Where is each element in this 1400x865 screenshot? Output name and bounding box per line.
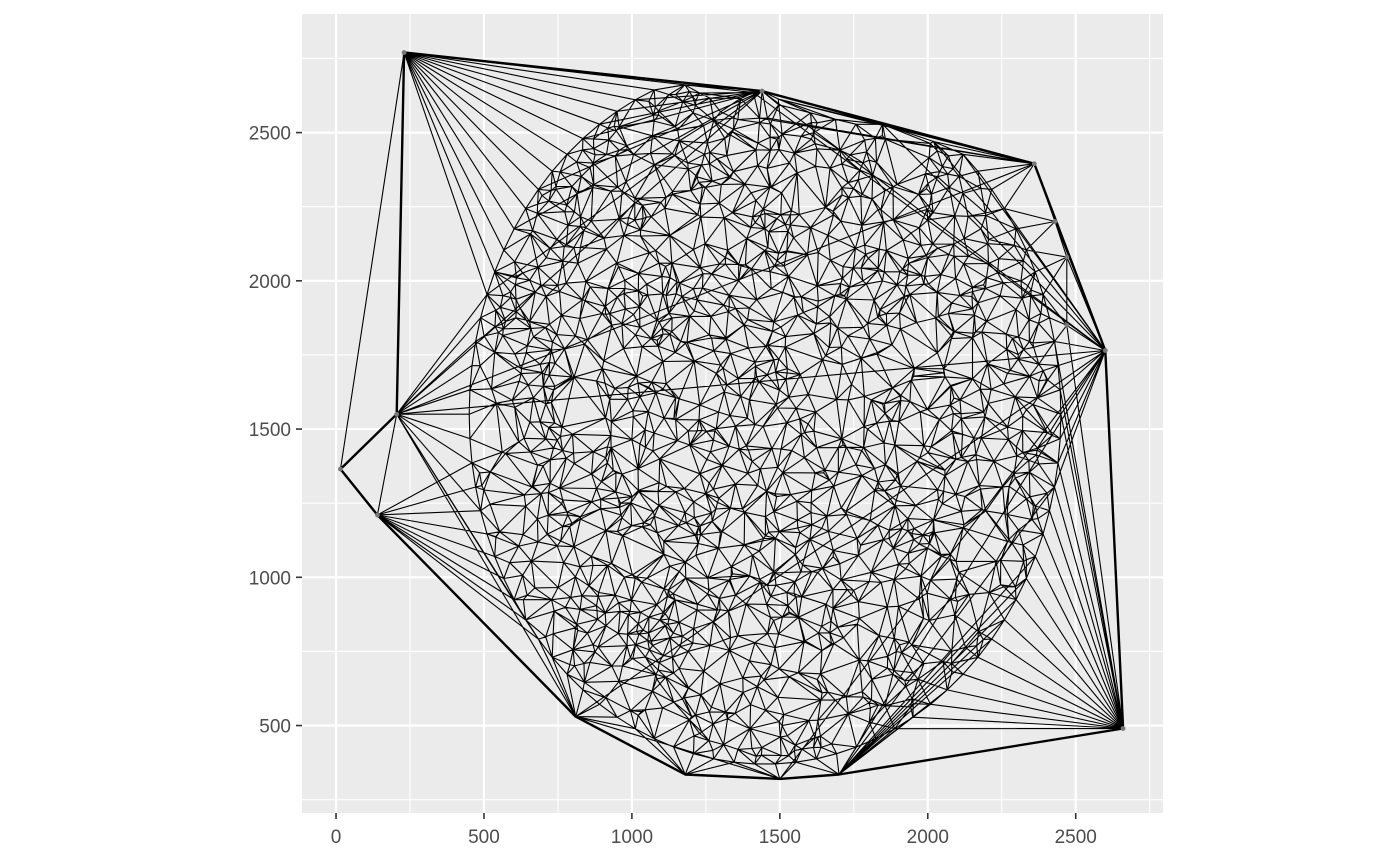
plot-panel — [302, 14, 1163, 813]
outlier-point — [1052, 219, 1058, 224]
triangulation-mesh — [339, 51, 1124, 780]
y-tick-label: 500 — [259, 717, 291, 738]
outlier-point — [338, 466, 343, 472]
y-tick-label: 2500 — [249, 124, 291, 145]
x-tick-label: 1500 — [759, 827, 801, 848]
x-tick-label: 2500 — [1055, 827, 1097, 848]
outlier-point — [401, 50, 407, 55]
outlier-point — [1031, 161, 1037, 167]
x-tick-label: 0 — [331, 827, 342, 848]
outlier-point — [759, 88, 765, 94]
outlier-point — [394, 411, 400, 417]
outlier-point — [1064, 322, 1070, 328]
x-tick-label: 2000 — [907, 827, 949, 848]
outlier-point — [1120, 726, 1126, 731]
y-tick-label: 2000 — [249, 272, 291, 293]
y-tick-label: 1000 — [249, 568, 291, 589]
x-tick-label: 500 — [468, 827, 500, 848]
y-tick-label: 1500 — [249, 420, 291, 441]
axes: 0 500 1000 1500 2000 2500 500 1000 1500 2000 2500 — [249, 124, 1097, 848]
x-tick-label: 1000 — [611, 827, 653, 848]
outlier-point — [1064, 254, 1070, 260]
outlier-point — [1102, 348, 1108, 353]
hull-edges — [338, 50, 1126, 781]
outlier-point — [375, 512, 380, 518]
mesh-edges — [339, 51, 1124, 780]
